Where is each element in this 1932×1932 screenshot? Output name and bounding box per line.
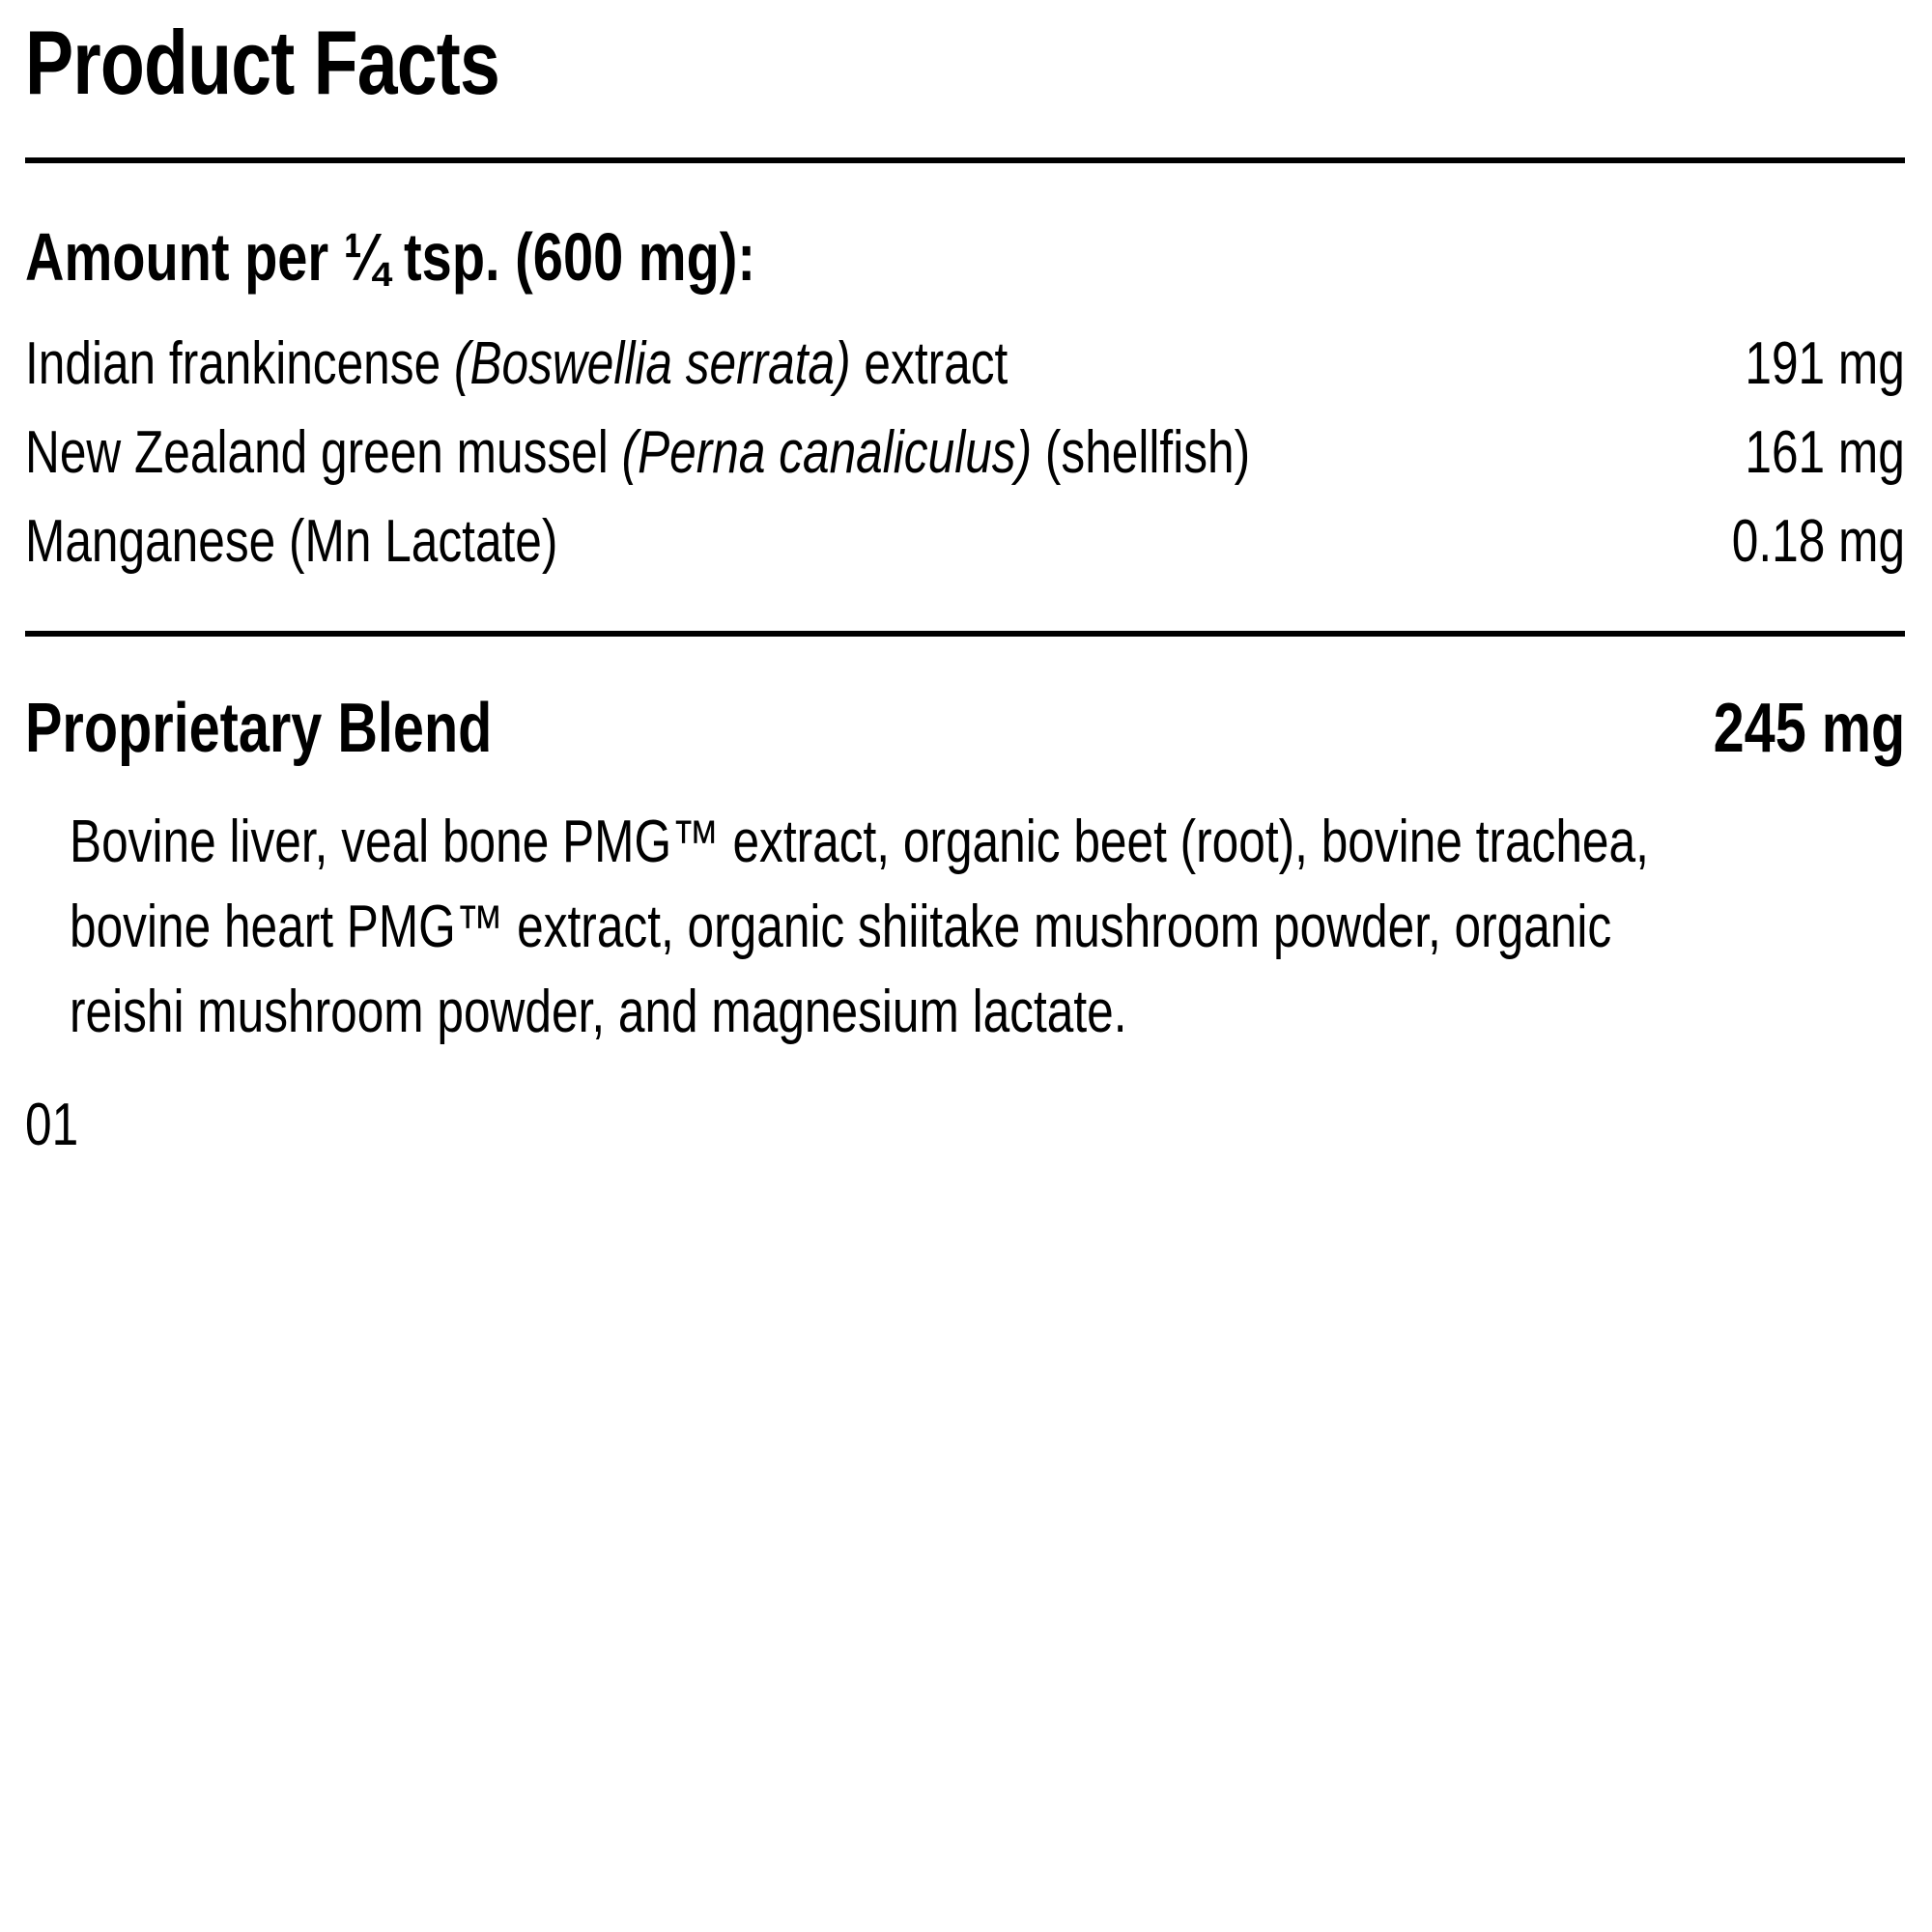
footer-code: 01 xyxy=(25,1090,1905,1161)
serving-size-heading: Amount per ¼ tsp. (600 mg): xyxy=(25,218,756,295)
label-content: Product Facts Amount per ¼ tsp. (600 mg)… xyxy=(25,12,1905,1161)
divider-middle xyxy=(25,630,1905,637)
proprietary-blend-row: Proprietary Blend 245 mg xyxy=(25,689,1905,767)
ingredient-amount: 161 mg xyxy=(1745,418,1905,486)
blend-description: Bovine liver, veal bone PMG™ extract, or… xyxy=(25,800,1905,1055)
latin-binomial: (Boswellia serrata) xyxy=(453,329,851,397)
ingredient-amount: 0.18 mg xyxy=(1731,507,1905,575)
proprietary-blend-amount: 245 mg xyxy=(1713,689,1905,767)
ingredient-rows: Indian frankincense (Boswellia serrata) … xyxy=(25,320,1905,586)
ingredient-name: Indian frankincense (Boswellia serrata) … xyxy=(25,329,1009,397)
page-title: Product Facts xyxy=(25,12,500,113)
ingredient-row: Manganese (Mn Lactate) 0.18 mg xyxy=(25,497,1905,586)
footer-code-value: 01 xyxy=(25,1091,79,1158)
ingredient-name: New Zealand green mussel (Perna canalicu… xyxy=(25,418,1251,486)
blend-description-line: bovine heart PMG™ extract, organic shiit… xyxy=(70,893,1612,960)
ingredient-name: Manganese (Mn Lactate) xyxy=(25,507,558,575)
ingredient-amount: 191 mg xyxy=(1745,329,1905,397)
blend-description-line: reishi mushroom powder, and magnesium la… xyxy=(70,978,1127,1045)
blend-description-line: Bovine liver, veal bone PMG™ extract, or… xyxy=(70,808,1649,875)
latin-binomial: (Perna canaliculus) xyxy=(621,418,1033,486)
ingredient-row: Indian frankincense (Boswellia serrata) … xyxy=(25,320,1905,409)
proprietary-blend-label: Proprietary Blend xyxy=(25,689,493,767)
divider-top xyxy=(25,156,1905,163)
ingredient-row: New Zealand green mussel (Perna canalicu… xyxy=(25,409,1905,497)
